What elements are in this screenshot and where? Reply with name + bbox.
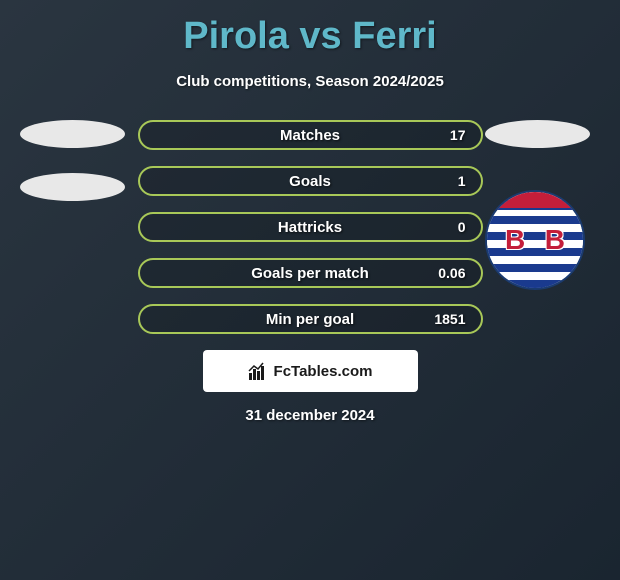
stat-value-right: 17 [450,127,466,143]
club-badge-letter-right: B [545,224,565,256]
stat-row: Min per goal 1851 [138,304,483,334]
brand-box[interactable]: FcTables.com [203,350,418,392]
stat-value-right: 0 [458,219,466,235]
stat-value-right: 0.06 [438,265,465,281]
chart-icon [248,361,268,381]
stats-area: B B Matches 17 Goals 1 Hattricks 0 Goals… [10,120,610,424]
stat-rows: Matches 17 Goals 1 Hattricks 0 Goals per… [138,120,483,334]
page-title: Pirola vs Ferri [10,15,610,58]
brand-text: FcTables.com [274,363,373,380]
stat-row: Matches 17 [138,120,483,150]
stat-label: Hattricks [278,219,342,236]
stat-row: Goals per match 0.06 [138,258,483,288]
main-container: Pirola vs Ferri Club competitions, Seaso… [0,0,620,434]
stat-label: Matches [280,127,340,144]
club-badge-banner [487,192,583,210]
stat-label: Min per goal [266,311,354,328]
stat-label: Goals per match [251,265,369,282]
player2-badge-placeholder-1 [485,120,590,148]
stat-value-right: 1 [458,173,466,189]
date-label: 31 december 2024 [10,407,610,424]
stat-label: Goals [289,173,331,190]
left-player-badges [20,120,125,226]
club-badge-letter-left: B [505,224,525,256]
player1-badge-placeholder-1 [20,120,125,148]
player2-club-badge: B B [485,190,585,290]
right-player-badges: B B [485,120,590,290]
stat-row: Hattricks 0 [138,212,483,242]
stat-value-right: 1851 [434,311,465,327]
player1-badge-placeholder-2 [20,173,125,201]
stat-row: Goals 1 [138,166,483,196]
subtitle: Club competitions, Season 2024/2025 [10,73,610,90]
